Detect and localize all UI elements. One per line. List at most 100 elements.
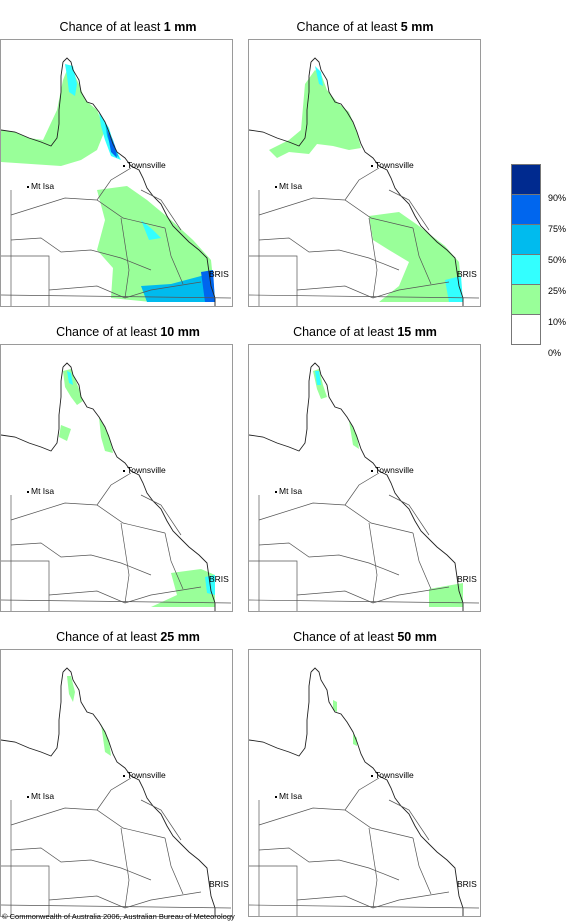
district-boundary-5: [368, 827, 378, 909]
legend-swatch-75: [511, 194, 541, 225]
place-brisbane: BRIS: [457, 574, 477, 584]
district-boundary-3: [1, 255, 50, 306]
district-boundary-7: [140, 494, 182, 536]
district-boundary-7: [140, 189, 182, 231]
district-boundary-6: [164, 837, 184, 895]
place-label: Mt Isa: [31, 791, 55, 801]
place-townsville: Townsville: [371, 465, 414, 475]
district-boundary-8: [344, 472, 380, 506]
panel-title-5mm: Chance of at least 5 mm: [245, 20, 485, 34]
place-dot: [27, 185, 29, 188]
place-mt-isa: Mt Isa: [275, 181, 302, 191]
place-brisbane: BRIS: [209, 574, 229, 584]
title-amount: 15 mm: [397, 325, 437, 339]
place-mt-isa: Mt Isa: [27, 486, 54, 496]
title-prefix: Chance of at least: [56, 630, 161, 644]
district-boundary-3: [1, 560, 50, 611]
gulf-coastline: [1, 61, 64, 147]
place-townsville: Townsville: [371, 160, 414, 170]
place-dot: [123, 164, 125, 167]
map-1mm: Townsville Mt Isa BRIS: [0, 39, 233, 307]
district-boundary-2: [10, 847, 152, 881]
district-boundary-7: [388, 799, 430, 841]
coastline: [310, 362, 464, 611]
rain-probability-coast-10pct: [349, 421, 359, 449]
place-label: Townsville: [375, 160, 414, 170]
title-amount: 10 mm: [160, 325, 200, 339]
title-amount: 5 mm: [400, 20, 434, 34]
panel-title-15mm: Chance of at least 15 mm: [245, 325, 485, 339]
gulf-coastline: [249, 671, 312, 757]
rain-probability-inland-patch-10pct: [59, 425, 71, 441]
legend-label-10: 10%: [548, 317, 567, 327]
district-boundary-6: [164, 227, 184, 285]
map-svg: [1, 57, 232, 306]
panel-title-25mm: Chance of at least 25 mm: [8, 630, 248, 644]
district-boundary-9: [249, 294, 480, 299]
district-boundary-5: [120, 522, 130, 604]
place-label: Townsville: [127, 770, 166, 780]
title-prefix: Chance of at least: [293, 630, 398, 644]
legend-swatch-50: [511, 224, 541, 255]
district-boundary-7: [388, 189, 430, 231]
coastline: [310, 57, 464, 306]
coastline: [62, 667, 216, 916]
district-boundary-9: [249, 599, 480, 604]
place-dot: [27, 490, 29, 493]
district-boundary-2: [10, 542, 152, 576]
legend-label-25: 25%: [548, 286, 567, 296]
place-label: Mt Isa: [279, 791, 303, 801]
legend-label-75: 75%: [548, 224, 567, 234]
place-dot: [275, 185, 277, 188]
district-boundary-1: [10, 502, 166, 534]
place-dot: [275, 795, 277, 798]
district-boundary-9: [1, 904, 232, 909]
rain-probability-cape-york-10pct: [63, 369, 83, 405]
district-boundary-1: [10, 807, 166, 839]
panel-title-50mm: Chance of at least 50 mm: [245, 630, 485, 644]
legend-swatch-0: [511, 314, 541, 345]
gulf-coastline: [1, 671, 64, 757]
title-prefix: Chance of at least: [59, 20, 164, 34]
gulf-coastline: [249, 61, 312, 147]
map-svg: [249, 57, 480, 306]
rain-probability-cape-york-25pct: [315, 66, 323, 86]
map-svg: [1, 667, 232, 916]
title-prefix: Chance of at least: [293, 325, 398, 339]
district-boundary-7: [388, 494, 430, 536]
place-townsville: Townsville: [123, 160, 166, 170]
place-dot: [27, 795, 29, 798]
rain-probability-coast-75pct: [107, 130, 117, 158]
rain-probability-southeast-10pct: [151, 569, 215, 607]
place-label: Townsville: [127, 465, 166, 475]
place-label: Mt Isa: [31, 181, 55, 191]
title-amount: 25 mm: [160, 630, 200, 644]
legend-label-0: 0%: [548, 348, 562, 358]
district-boundary-8: [96, 167, 132, 201]
rain-probability-cape-york-10pct: [67, 676, 75, 702]
title-amount: 1 mm: [163, 20, 197, 34]
rain-probability-cape-york-gulf-10pct: [1, 68, 105, 166]
district-boundary-6: [412, 837, 432, 895]
rain-probability-cape-york-10pct: [333, 700, 337, 712]
coastline: [310, 667, 464, 916]
rain-probability-north-10pct: [269, 70, 361, 158]
district-boundary-1: [258, 502, 414, 534]
district-boundary-2: [258, 237, 400, 271]
place-dot: [371, 469, 373, 472]
gulf-coastline: [249, 366, 312, 452]
place-label: Townsville: [375, 770, 414, 780]
legend-label-50: 50%: [548, 255, 567, 265]
district-boundary-9: [249, 904, 480, 909]
place-dot: [371, 774, 373, 777]
place-brisbane: BRIS: [457, 879, 477, 889]
place-dot: [275, 490, 277, 493]
place-label: Townsville: [375, 465, 414, 475]
rain-probability-coast-10pct: [353, 734, 357, 746]
place-label: Mt Isa: [279, 181, 303, 191]
district-boundary-2: [10, 237, 152, 271]
rain-probability-coast-25pct: [141, 220, 161, 240]
map-50mm: Townsville Mt Isa BRIS: [248, 649, 481, 917]
map-svg: [1, 362, 232, 611]
gulf-coastline: [1, 366, 64, 452]
